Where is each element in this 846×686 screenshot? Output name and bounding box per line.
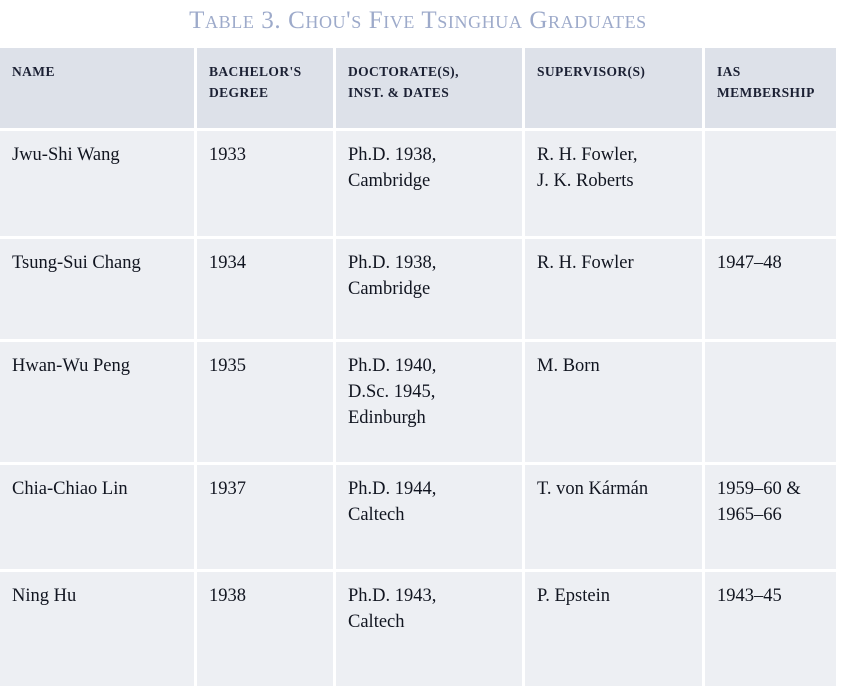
column-header-name-line1: NAME [12,64,55,79]
table-header: NAME BACHELOR'S DEGREE DOCTORATE(S), INS… [0,48,836,128]
cell-name: Jwu-Shi Wang [0,131,194,236]
cell-name: Tsung-Sui Chang [0,239,194,339]
column-header-ias-membership-line1: IAS [717,64,741,79]
table-scroll-region: NAME BACHELOR'S DEGREE DOCTORATE(S), INS… [0,48,836,686]
table-row: Ning Hu 1938 Ph.D. 1943, Caltech P. Epst… [0,572,836,686]
table-row: Tsung-Sui Chang 1934 Ph.D. 1938, Cambrid… [0,239,836,339]
cell-name-text: Chia-Chiao Lin [12,479,128,499]
cell-bachelor-text: 1933 [209,145,246,165]
cell-doctorate-line1: Ph.D. 1940, [348,356,437,376]
cell-ias: 1947–48 [705,239,836,339]
cell-supervisor-line2: J. K. Roberts [537,171,634,191]
cell-supervisor-line1: R. H. Fowler [537,253,634,273]
cell-name: Chia-Chiao Lin [0,465,194,569]
cell-ias-line1: 1943–45 [717,586,782,606]
cell-doctorate: Ph.D. 1940, D.Sc. 1945, Edinburgh [336,342,522,462]
cell-bachelor-text: 1935 [209,356,246,376]
cell-bachelor-text: 1937 [209,479,246,499]
cell-doctorate-line2: Caltech [348,505,405,525]
cell-doctorate-line1: Ph.D. 1938, [348,253,437,273]
cell-supervisor: R. H. Fowler, J. K. Roberts [525,131,702,236]
column-header-doctorates-line2: INST. & DATES [348,85,450,100]
cell-ias-line1: 1947–48 [717,253,782,273]
cell-bachelor: 1934 [197,239,333,339]
graduates-table: NAME BACHELOR'S DEGREE DOCTORATE(S), INS… [0,48,836,686]
cell-doctorate: Ph.D. 1938, Cambridge [336,239,522,339]
column-header-supervisors-line1: SUPERVISOR(S) [537,64,646,79]
cell-name: Hwan-Wu Peng [0,342,194,462]
cell-name-text: Tsung-Sui Chang [12,253,141,273]
column-header-doctorates: DOCTORATE(S), INST. & DATES [336,48,522,128]
cell-doctorate: Ph.D. 1938, Cambridge [336,131,522,236]
cell-supervisor: P. Epstein [525,572,702,686]
cell-supervisor-line1: M. Born [537,356,600,376]
cell-doctorate-line1: Ph.D. 1943, [348,586,437,606]
cell-doctorate-line3: Edinburgh [348,408,426,428]
cell-doctorate-line2: Cambridge [348,279,431,299]
cell-supervisor-line1: T. von Kármán [537,479,649,499]
cell-supervisor-line1: R. H. Fowler, [537,145,638,165]
table-row: Jwu-Shi Wang 1933 Ph.D. 1938, Cambridge … [0,131,836,236]
cell-bachelor: 1935 [197,342,333,462]
column-header-bachelors-degree-line2: DEGREE [209,85,269,100]
column-header-ias-membership-line2: MEMBERSHIP [717,85,815,100]
cell-bachelor: 1937 [197,465,333,569]
column-header-name: NAME [0,48,194,128]
cell-doctorate-line2: Caltech [348,612,405,632]
cell-doctorate: Ph.D. 1944, Caltech [336,465,522,569]
column-header-bachelors-degree: BACHELOR'S DEGREE [197,48,333,128]
cell-name: Ning Hu [0,572,194,686]
cell-ias-line1: 1959–60 & [717,479,801,499]
cell-name-text: Jwu-Shi Wang [12,145,120,165]
cell-bachelor-text: 1934 [209,253,246,273]
cell-ias-line2: 1965–66 [717,505,782,525]
cell-doctorate-line2: D.Sc. 1945, [348,382,436,402]
cell-bachelor-text: 1938 [209,586,246,606]
column-header-supervisors: SUPERVISOR(S) [525,48,702,128]
column-header-doctorates-line1: DOCTORATE(S), [348,64,459,79]
table-row: Hwan-Wu Peng 1935 Ph.D. 1940, D.Sc. 1945… [0,342,836,462]
cell-doctorate-line1: Ph.D. 1944, [348,479,437,499]
table-caption: Table 3. Chou's Five Tsinghua Graduates [189,7,647,34]
cell-doctorate: Ph.D. 1943, Caltech [336,572,522,686]
cell-ias [705,131,836,236]
cell-ias: 1959–60 & 1965–66 [705,465,836,569]
column-header-bachelors-degree-line1: BACHELOR'S [209,64,302,79]
column-header-ias-membership: IAS MEMBERSHIP [705,48,836,128]
table-body: Jwu-Shi Wang 1933 Ph.D. 1938, Cambridge … [0,131,836,686]
cell-doctorate-line1: Ph.D. 1938, [348,145,437,165]
cell-supervisor-line1: P. Epstein [537,586,610,606]
table-header-row: NAME BACHELOR'S DEGREE DOCTORATE(S), INS… [0,48,836,128]
cell-name-text: Ning Hu [12,586,77,606]
cell-ias [705,342,836,462]
cell-ias: 1943–45 [705,572,836,686]
cell-supervisor: M. Born [525,342,702,462]
cell-name-text: Hwan-Wu Peng [12,356,130,376]
table-row: Chia-Chiao Lin 1937 Ph.D. 1944, Caltech … [0,465,836,569]
cell-supervisor: R. H. Fowler [525,239,702,339]
cell-bachelor: 1938 [197,572,333,686]
cell-doctorate-line2: Cambridge [348,171,431,191]
cell-supervisor: T. von Kármán [525,465,702,569]
cell-bachelor: 1933 [197,131,333,236]
